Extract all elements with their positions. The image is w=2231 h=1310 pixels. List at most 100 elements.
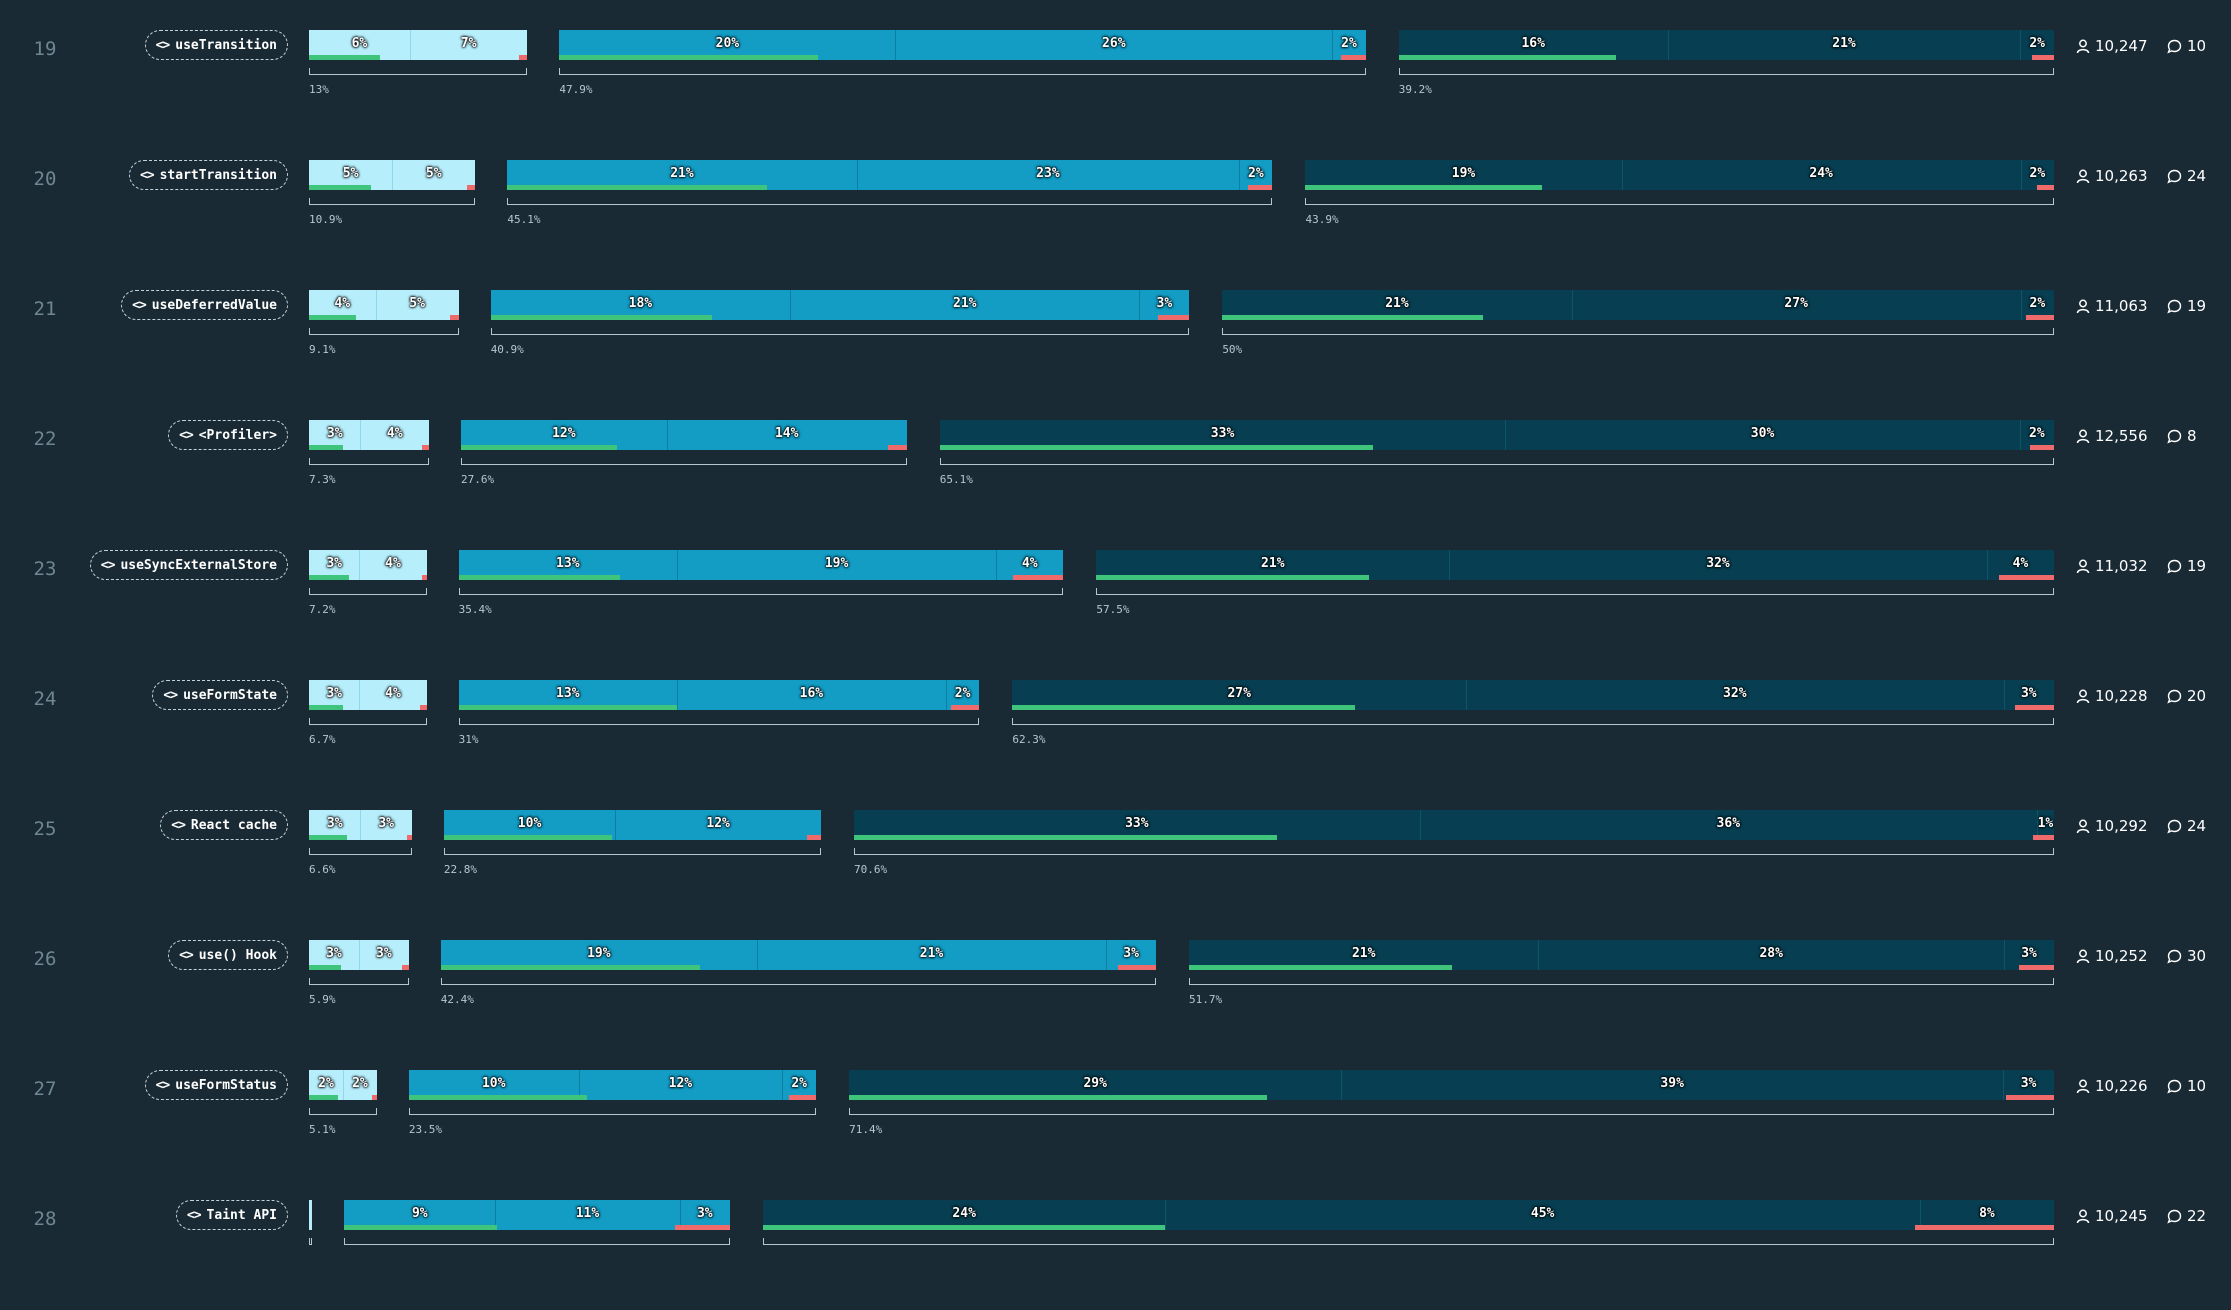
segment-divider xyxy=(392,160,394,190)
segment-label: 19% xyxy=(1451,166,1476,181)
feature-tag[interactable]: <> startTransition xyxy=(128,160,288,190)
awareness-group: 24% 45% 8% xyxy=(762,1200,2054,1230)
bar-segment xyxy=(1538,940,2005,970)
group-bracket xyxy=(461,458,907,465)
comments-count[interactable]: 24 xyxy=(2167,167,2206,185)
user-icon xyxy=(2076,299,2090,314)
feature-tag[interactable]: <> useSyncExternalStore xyxy=(89,550,288,580)
segment-divider xyxy=(1419,810,1421,840)
user-icon xyxy=(2076,949,2090,964)
bar-segment xyxy=(895,30,1333,60)
code-icon: <> xyxy=(186,1207,202,1223)
group-bracket xyxy=(1398,68,2054,75)
segment-divider xyxy=(945,680,947,710)
feature-tag[interactable]: <> use() Hook xyxy=(168,940,288,970)
segment-label: 3% xyxy=(2020,1076,2037,1091)
segment-label: 33% xyxy=(1125,816,1149,831)
negative-bar xyxy=(950,705,980,710)
comments-count[interactable]: 22 xyxy=(2167,1207,2206,1225)
group-bracket xyxy=(309,718,427,725)
bar-segment xyxy=(409,30,528,60)
comment-icon xyxy=(2167,559,2182,574)
bar-segment xyxy=(1465,680,2004,710)
feature-tag[interactable]: <> useFormState xyxy=(152,680,288,710)
segment-label: 5% xyxy=(409,296,425,311)
segment-label: 4% xyxy=(385,686,401,701)
awareness-group: 5% 5% xyxy=(309,160,476,190)
respondents-count: 10,228 xyxy=(2076,687,2148,705)
bar-segment xyxy=(392,160,476,190)
group-bracket xyxy=(309,588,427,595)
feature-tag[interactable]: <> React cache xyxy=(160,810,288,840)
code-icon: <> xyxy=(179,427,194,443)
comments-count[interactable]: 19 xyxy=(2167,297,2206,315)
respondents-value: 11,032 xyxy=(2095,557,2148,575)
segment-divider xyxy=(1239,160,1241,190)
group-bracket xyxy=(849,1108,2054,1115)
segment-label: 3% xyxy=(376,946,392,961)
feature-name: useSyncExternalStore xyxy=(120,557,277,573)
group-total-label: 10.9% xyxy=(309,213,343,226)
segment-label: 4% xyxy=(2012,556,2029,571)
group-bracket xyxy=(408,1108,817,1115)
group-total-label: 43.9% xyxy=(1305,213,1339,226)
comments-count[interactable]: 30 xyxy=(2167,947,2206,965)
negative-bar xyxy=(371,1095,377,1100)
comments-value: 24 xyxy=(2187,167,2207,185)
group-total-label: 23.5% xyxy=(408,1123,442,1136)
comments-count[interactable]: 24 xyxy=(2167,817,2206,835)
feature-tag[interactable]: <> <Profiler> xyxy=(168,420,288,450)
user-icon xyxy=(2076,559,2090,574)
group-total-label: 13% xyxy=(309,83,329,96)
comments-count[interactable]: 8 xyxy=(2167,427,2197,445)
segment-label: 21% xyxy=(1351,946,1376,961)
chart-row: 25 <> React cache 3% 3% 6.6% 10% 12% 22.8% 33% 36%… xyxy=(0,810,2231,920)
negative-bar xyxy=(1914,1225,2054,1230)
segment-divider xyxy=(495,1200,497,1230)
comments-count[interactable]: 10 xyxy=(2167,1077,2206,1095)
feature-tag[interactable]: <> useTransition xyxy=(144,30,288,60)
comments-count[interactable]: 10 xyxy=(2167,37,2206,55)
positive-bar xyxy=(408,1095,588,1100)
group-total-label: 31% xyxy=(458,733,479,746)
row-rank: 20 xyxy=(33,168,57,190)
feature-tag[interactable]: <> Taint API xyxy=(175,1200,288,1230)
row-rank: 25 xyxy=(33,818,57,840)
group-total-label: 71.4% xyxy=(849,1123,883,1136)
group-bracket xyxy=(309,978,409,985)
bar-segment xyxy=(676,680,946,710)
comments-count[interactable]: 20 xyxy=(2167,687,2206,705)
awareness-group: 20% 26% 2% xyxy=(559,30,1366,60)
respondents-count: 11,063 xyxy=(2076,297,2148,315)
segment-label: 20% xyxy=(715,36,740,51)
segment-divider xyxy=(1341,1070,1343,1100)
awareness-group: 10% 12% 2% xyxy=(408,1070,817,1100)
segment-divider xyxy=(666,420,668,450)
comments-count[interactable]: 19 xyxy=(2167,557,2206,575)
segment-divider xyxy=(2004,940,2006,970)
user-icon xyxy=(2076,1209,2090,1224)
bar-segment xyxy=(676,550,997,580)
respondents-count: 10,247 xyxy=(2076,37,2148,55)
chart-row: 20 <> startTransition 5% 5% 10.9% 21% 23% 2% 45.1… xyxy=(0,160,2231,270)
group-total-label: 70.6% xyxy=(854,863,888,876)
respondents-value: 10,247 xyxy=(2095,37,2148,55)
negative-bar xyxy=(519,55,528,60)
group-total-label: 57.5% xyxy=(1096,603,1130,616)
feature-name: <Profiler> xyxy=(198,427,277,443)
group-bracket xyxy=(458,588,1064,595)
negative-bar xyxy=(419,705,427,710)
feature-tag[interactable]: <> useFormStatus xyxy=(144,1070,288,1100)
comments-value: 19 xyxy=(2187,557,2207,575)
group-total-label: 40.9% xyxy=(490,343,524,356)
segment-label: 3% xyxy=(326,816,343,831)
negative-bar xyxy=(2029,445,2054,450)
segment-divider xyxy=(1139,290,1141,320)
bar-segment xyxy=(756,940,1107,970)
segment-divider xyxy=(375,290,377,320)
feature-tag[interactable]: <> useDeferredValue xyxy=(121,290,288,320)
awareness-group xyxy=(309,1200,313,1230)
segment-label: 2% xyxy=(1341,36,1357,51)
segment-label: 9% xyxy=(411,1206,428,1221)
segment-label: 21% xyxy=(1385,296,1409,311)
